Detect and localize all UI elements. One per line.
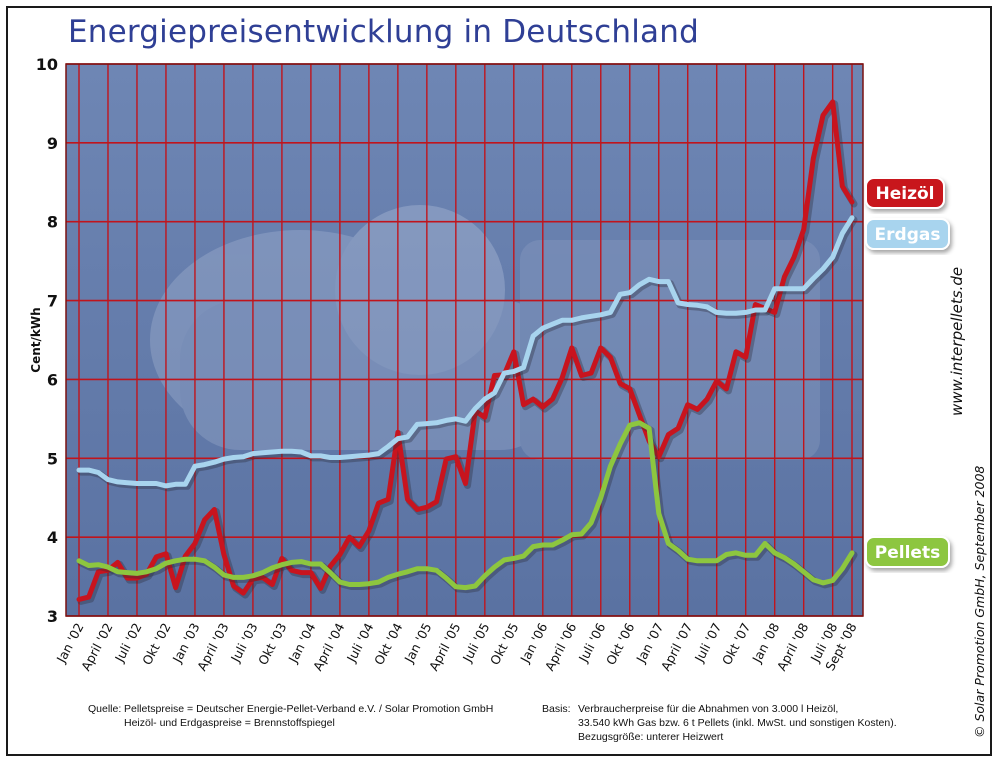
series-line-heizl <box>76 99 855 602</box>
source-line-2: Heizöl- und Erdgaspreise = Brennstoffspi… <box>124 717 335 729</box>
y-tick-label: 9 <box>47 134 58 153</box>
website-url: www.interpellets.de <box>948 266 966 416</box>
basis-label: Basis: <box>542 703 571 715</box>
plot-area <box>66 64 863 616</box>
legend-badge-heizl <box>865 177 945 209</box>
y-tick-label: 3 <box>47 607 58 626</box>
legend-badge-pellets <box>865 536 950 568</box>
legend-label-erdgas: Erdgas <box>875 225 941 245</box>
y-tick-label: 5 <box>47 449 58 468</box>
series-line-pellets <box>76 420 855 591</box>
basis-line-2: 33.540 kWh Gas bzw. 6 t Pellets (inkl. M… <box>578 717 897 729</box>
y-tick-label: 4 <box>47 528 58 547</box>
y-tick-label: 8 <box>47 213 58 232</box>
legend-label-pellets: Pellets <box>875 543 940 563</box>
copyright-note: © Solar Promotion GmbH, September 2008 <box>972 465 987 738</box>
source-line-1: Pelletspreise = Deutscher Energie-Pellet… <box>124 703 494 715</box>
background-valve-illustration <box>150 205 820 460</box>
plot-border <box>65 63 864 617</box>
series-line-erdgas <box>76 215 855 489</box>
legend-label-heizl: Heizöl <box>876 184 935 204</box>
y-tick-label: 10 <box>36 55 58 74</box>
basis-line-3: Bezugsgröße: unterer Heizwert <box>578 731 724 743</box>
chart-title: Energiepreisentwicklung in Deutschland <box>68 14 699 50</box>
legend-badge-erdgas <box>865 218 950 250</box>
y-tick-label: 7 <box>47 292 58 311</box>
basis-line-1: Verbraucherpreise für die Abnahmen von 3… <box>578 703 839 715</box>
y-tick-label: 6 <box>47 370 58 389</box>
y-axis-label: Cent/kWh <box>29 307 43 372</box>
source-label: Quelle: <box>88 703 122 715</box>
